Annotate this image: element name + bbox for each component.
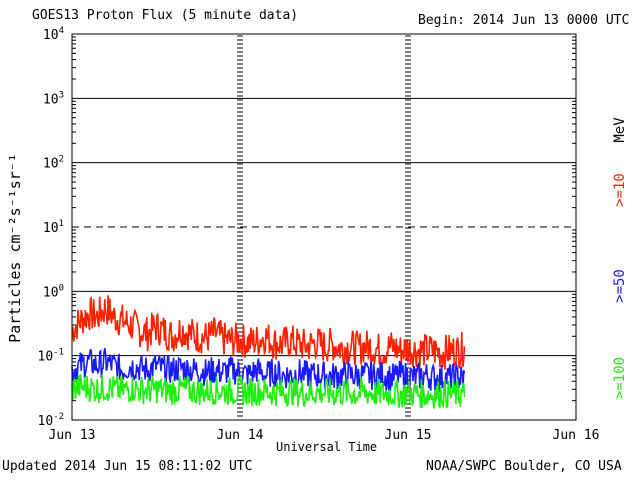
legend-item-ge10: >=10 xyxy=(612,173,628,207)
grid-lines xyxy=(72,97,576,357)
legend: MeV >=10 >=50 >=100 xyxy=(612,117,628,399)
x-tick-label: Jun 13 xyxy=(49,428,96,443)
y-tick-label: 10-1 xyxy=(38,348,65,365)
x-tick-label: Jun 15 xyxy=(385,428,432,443)
y-tick-label: 103 xyxy=(43,90,64,107)
series-line-ge100 xyxy=(71,373,466,409)
y-tick-label: 102 xyxy=(43,155,64,172)
begin-date: Begin: 2014 Jun 13 0000 UTC xyxy=(418,13,630,28)
legend-item-ge50: >=50 xyxy=(612,269,628,303)
x-tick-labels: Jun 13 Jun 14 Jun 15 Jun 16 xyxy=(49,428,600,443)
x-tick-label: Jun 14 xyxy=(217,428,264,443)
y-tick-label: 101 xyxy=(43,219,64,236)
y-tick-label: 104 xyxy=(43,26,64,43)
x-axis-label: Universal Time xyxy=(276,440,378,454)
series-line-ge50 xyxy=(71,348,466,393)
y-tick-labels: 10-2 10-1 100 101 102 103 104 xyxy=(38,26,65,429)
series-group xyxy=(71,295,466,409)
x-tick-label: Jun 16 xyxy=(553,428,600,443)
x-tick-marks xyxy=(72,35,576,417)
chart-title: GOES13 Proton Flux (5 minute data) xyxy=(32,8,299,23)
series-line-ge10 xyxy=(71,295,466,370)
plot-frame xyxy=(71,33,577,421)
y-tick-label: 100 xyxy=(43,283,64,300)
y-axis-label: Particles cm⁻²s⁻¹sr⁻¹ xyxy=(6,153,24,343)
legend-unit: MeV xyxy=(612,117,628,143)
legend-item-ge100: >=100 xyxy=(612,357,628,399)
y-tick-label: 10-2 xyxy=(38,412,65,429)
updated-timestamp: Updated 2014 Jun 15 08:11:02 UTC xyxy=(2,459,253,474)
credit-label: NOAA/SWPC Boulder, CO USA xyxy=(426,459,622,474)
